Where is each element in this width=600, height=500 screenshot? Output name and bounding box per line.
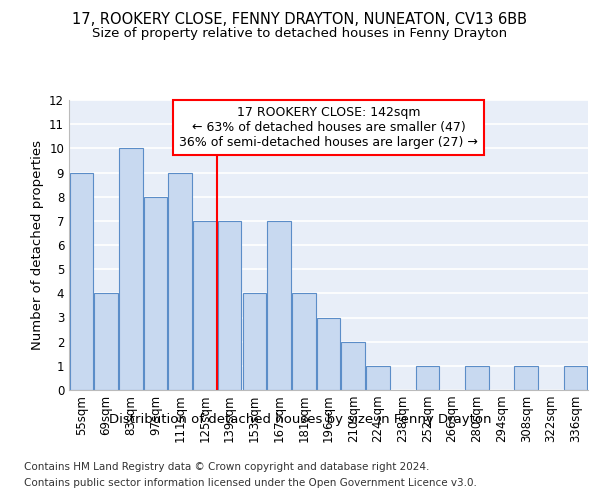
Bar — [514, 366, 538, 390]
Bar — [268, 221, 291, 390]
Bar — [94, 294, 118, 390]
Bar — [341, 342, 365, 390]
Text: Contains public sector information licensed under the Open Government Licence v3: Contains public sector information licen… — [24, 478, 477, 488]
Text: Distribution of detached houses by size in Fenny Drayton: Distribution of detached houses by size … — [109, 412, 491, 426]
Bar — [366, 366, 389, 390]
Bar — [169, 172, 192, 390]
Bar — [144, 196, 167, 390]
Text: 17, ROOKERY CLOSE, FENNY DRAYTON, NUNEATON, CV13 6BB: 17, ROOKERY CLOSE, FENNY DRAYTON, NUNEAT… — [73, 12, 527, 28]
Bar — [416, 366, 439, 390]
Bar — [193, 221, 217, 390]
Bar — [465, 366, 488, 390]
Bar — [317, 318, 340, 390]
Y-axis label: Number of detached properties: Number of detached properties — [31, 140, 44, 350]
Bar — [119, 148, 143, 390]
Text: 17 ROOKERY CLOSE: 142sqm
← 63% of detached houses are smaller (47)
36% of semi-d: 17 ROOKERY CLOSE: 142sqm ← 63% of detach… — [179, 106, 478, 149]
Bar — [564, 366, 587, 390]
Bar — [218, 221, 241, 390]
Text: Size of property relative to detached houses in Fenny Drayton: Size of property relative to detached ho… — [92, 28, 508, 40]
Bar — [292, 294, 316, 390]
Text: Contains HM Land Registry data © Crown copyright and database right 2024.: Contains HM Land Registry data © Crown c… — [24, 462, 430, 472]
Bar — [242, 294, 266, 390]
Bar — [70, 172, 93, 390]
